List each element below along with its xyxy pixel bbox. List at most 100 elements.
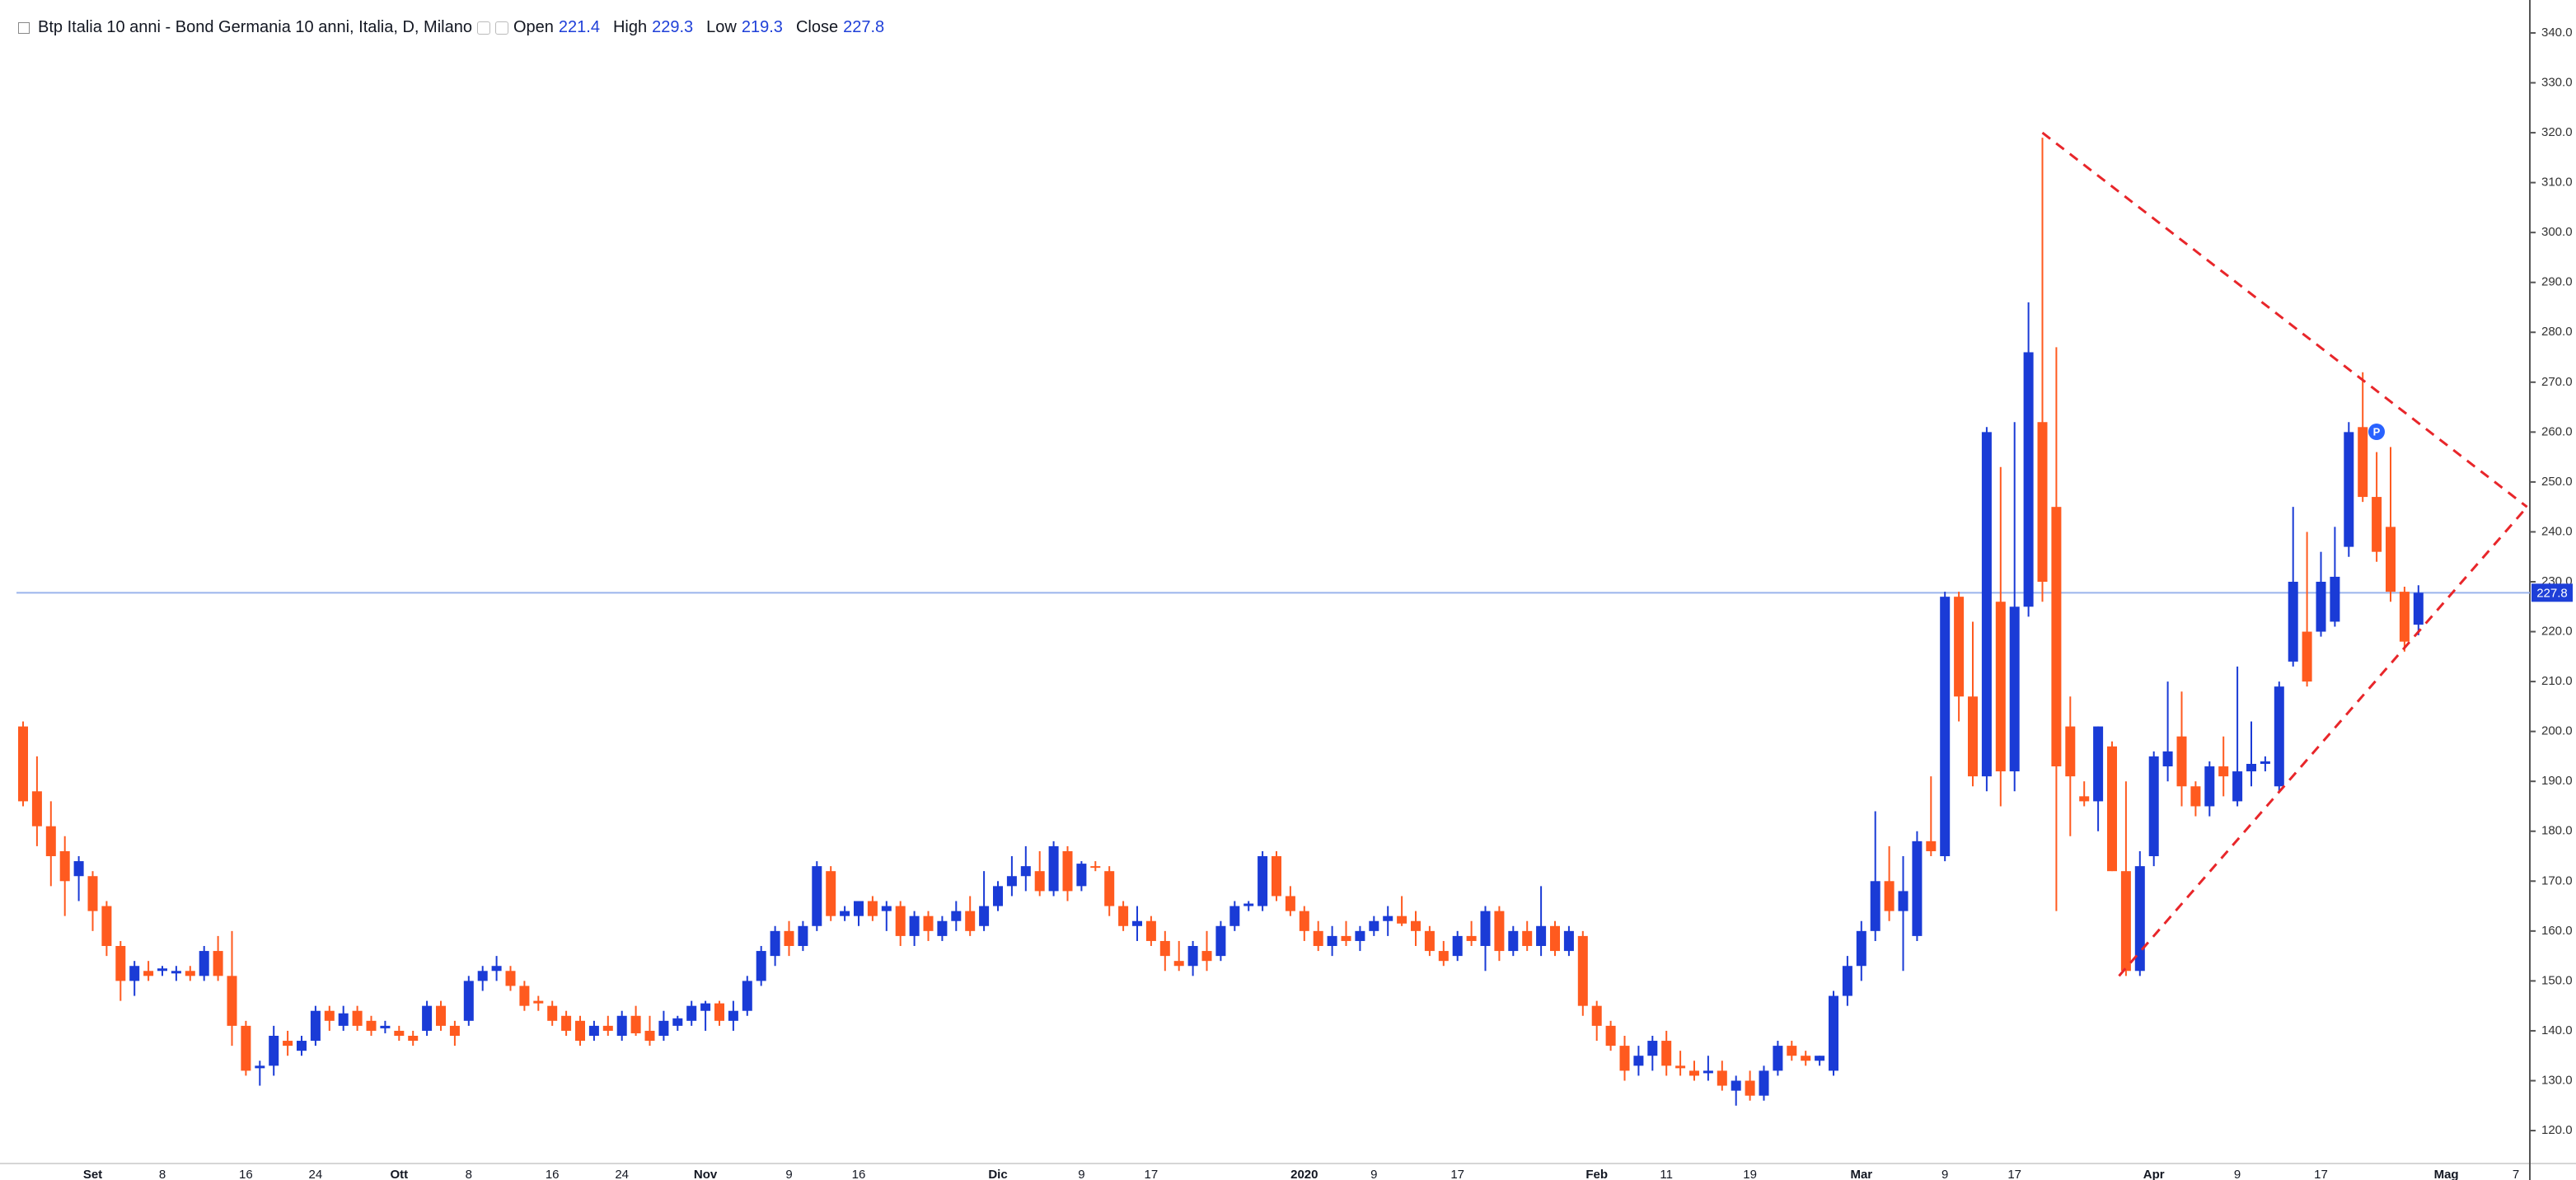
settings-icon[interactable] <box>476 21 490 35</box>
x-tick-label: 9 <box>1078 1168 1084 1180</box>
candle-body <box>2330 576 2340 622</box>
candle-body <box>533 1000 544 1004</box>
candle-body <box>1842 966 1852 996</box>
candle-body <box>1550 925 1560 952</box>
candle-body <box>380 1025 391 1028</box>
candle-body <box>2009 606 2020 772</box>
candle-body <box>1577 935 1588 1006</box>
candle-body <box>1201 951 1212 962</box>
candle-body <box>2260 761 2270 765</box>
y-tick-label: 150.0 <box>2541 973 2573 987</box>
y-tick-label: 250.0 <box>2541 475 2573 489</box>
x-tick-label: 16 <box>546 1168 560 1180</box>
ohlc-label: Open <box>513 18 554 36</box>
candle-body <box>1884 881 1895 911</box>
candle-body <box>2302 631 2312 682</box>
y-tick-label: 240.0 <box>2541 524 2573 538</box>
candle-body <box>658 1020 669 1036</box>
hide-icon[interactable] <box>494 21 508 35</box>
candle-body <box>1020 866 1031 877</box>
candle-body <box>854 901 864 916</box>
candle-body <box>784 930 794 947</box>
candle-body <box>2134 866 2145 972</box>
x-tick-label: Apr <box>2143 1168 2165 1180</box>
y-tick-label: 210.0 <box>2541 674 2573 688</box>
candle-body <box>101 906 112 947</box>
candle-body <box>1452 935 1463 957</box>
candle-body <box>840 911 850 916</box>
y-tick-label: 160.0 <box>2541 924 2573 938</box>
marker-label[interactable]: P <box>2373 425 2381 438</box>
candle-body <box>1048 845 1059 892</box>
candle-body <box>199 951 209 976</box>
candle-body <box>1215 925 1226 957</box>
candle-body <box>2232 771 2243 802</box>
candle-body <box>1898 891 1909 911</box>
x-tick-label: 16 <box>239 1168 253 1180</box>
x-tick-label: 9 <box>1941 1168 1948 1180</box>
candle-body <box>714 1003 724 1021</box>
candle-body <box>1034 871 1045 892</box>
x-tick-label: 17 <box>1450 1168 1464 1180</box>
candle-body <box>1090 866 1101 869</box>
candle-body <box>129 966 140 981</box>
candle-body <box>1703 1070 1713 1074</box>
y-tick-label: 270.0 <box>2541 375 2573 389</box>
event-marker[interactable]: P <box>2368 424 2385 440</box>
candle-body <box>1341 935 1351 941</box>
candle-body <box>1383 915 1393 921</box>
candle-body <box>742 981 752 1011</box>
candle-body <box>1940 597 1951 857</box>
candle-body <box>965 911 976 931</box>
x-tick-label: 8 <box>159 1168 166 1180</box>
price-tag <box>2532 583 2573 602</box>
y-tick-label: 340.0 <box>2541 26 2573 40</box>
candle-body <box>1563 930 1574 952</box>
candle-body <box>895 906 906 936</box>
y-tick-label: 190.0 <box>2541 774 2573 788</box>
candle-body <box>73 861 84 877</box>
marker-circle[interactable] <box>2368 424 2385 440</box>
x-tick-label: Mar <box>1850 1168 1872 1180</box>
candle-body <box>2386 527 2396 592</box>
collapse-icon[interactable] <box>18 21 30 34</box>
trend-line <box>2041 131 2528 508</box>
candle-body <box>1856 930 1866 967</box>
candle-body <box>185 971 195 976</box>
y-tick-label: 330.0 <box>2541 75 2573 89</box>
candle-body <box>1912 841 1923 936</box>
candle-body <box>923 915 934 931</box>
x-tick-label: 17 <box>2007 1168 2021 1180</box>
candle-body <box>1062 850 1073 892</box>
x-tick-label: Mag <box>2434 1168 2459 1180</box>
ohlc-value: 221.4 <box>558 18 600 36</box>
y-tick-label: 130.0 <box>2541 1073 2573 1087</box>
candle-body <box>1411 920 1421 931</box>
y-tick-label: 200.0 <box>2541 724 2573 738</box>
candle-body <box>519 986 530 1006</box>
candle-body <box>575 1020 585 1042</box>
candle-body <box>1438 951 1449 962</box>
candle-body <box>588 1025 599 1036</box>
candle-body <box>310 1010 321 1042</box>
candle-body <box>1731 1080 1741 1091</box>
candle-body <box>408 1035 419 1042</box>
candle-body <box>241 1025 251 1071</box>
candle-body <box>1968 696 1978 777</box>
candle-body <box>1397 915 1407 924</box>
candle-body <box>2148 756 2159 857</box>
price-tag-label: 227.8 <box>2536 586 2568 600</box>
x-tick-label: 24 <box>615 1168 629 1180</box>
candle-body <box>937 920 948 936</box>
x-tick-label: Set <box>83 1168 102 1180</box>
candle-body <box>394 1030 405 1036</box>
candle-body <box>2288 582 2298 662</box>
candle-body <box>1619 1046 1630 1071</box>
y-tick-label: 220.0 <box>2541 625 2573 639</box>
candle-body <box>1132 920 1142 926</box>
candle-body <box>449 1025 460 1036</box>
chart-title: Btp Italia 10 anni - Bond Germania 10 an… <box>38 18 472 36</box>
y-tick-label: 140.0 <box>2541 1023 2573 1037</box>
candle-body <box>171 971 181 974</box>
candle-body <box>1508 930 1519 952</box>
